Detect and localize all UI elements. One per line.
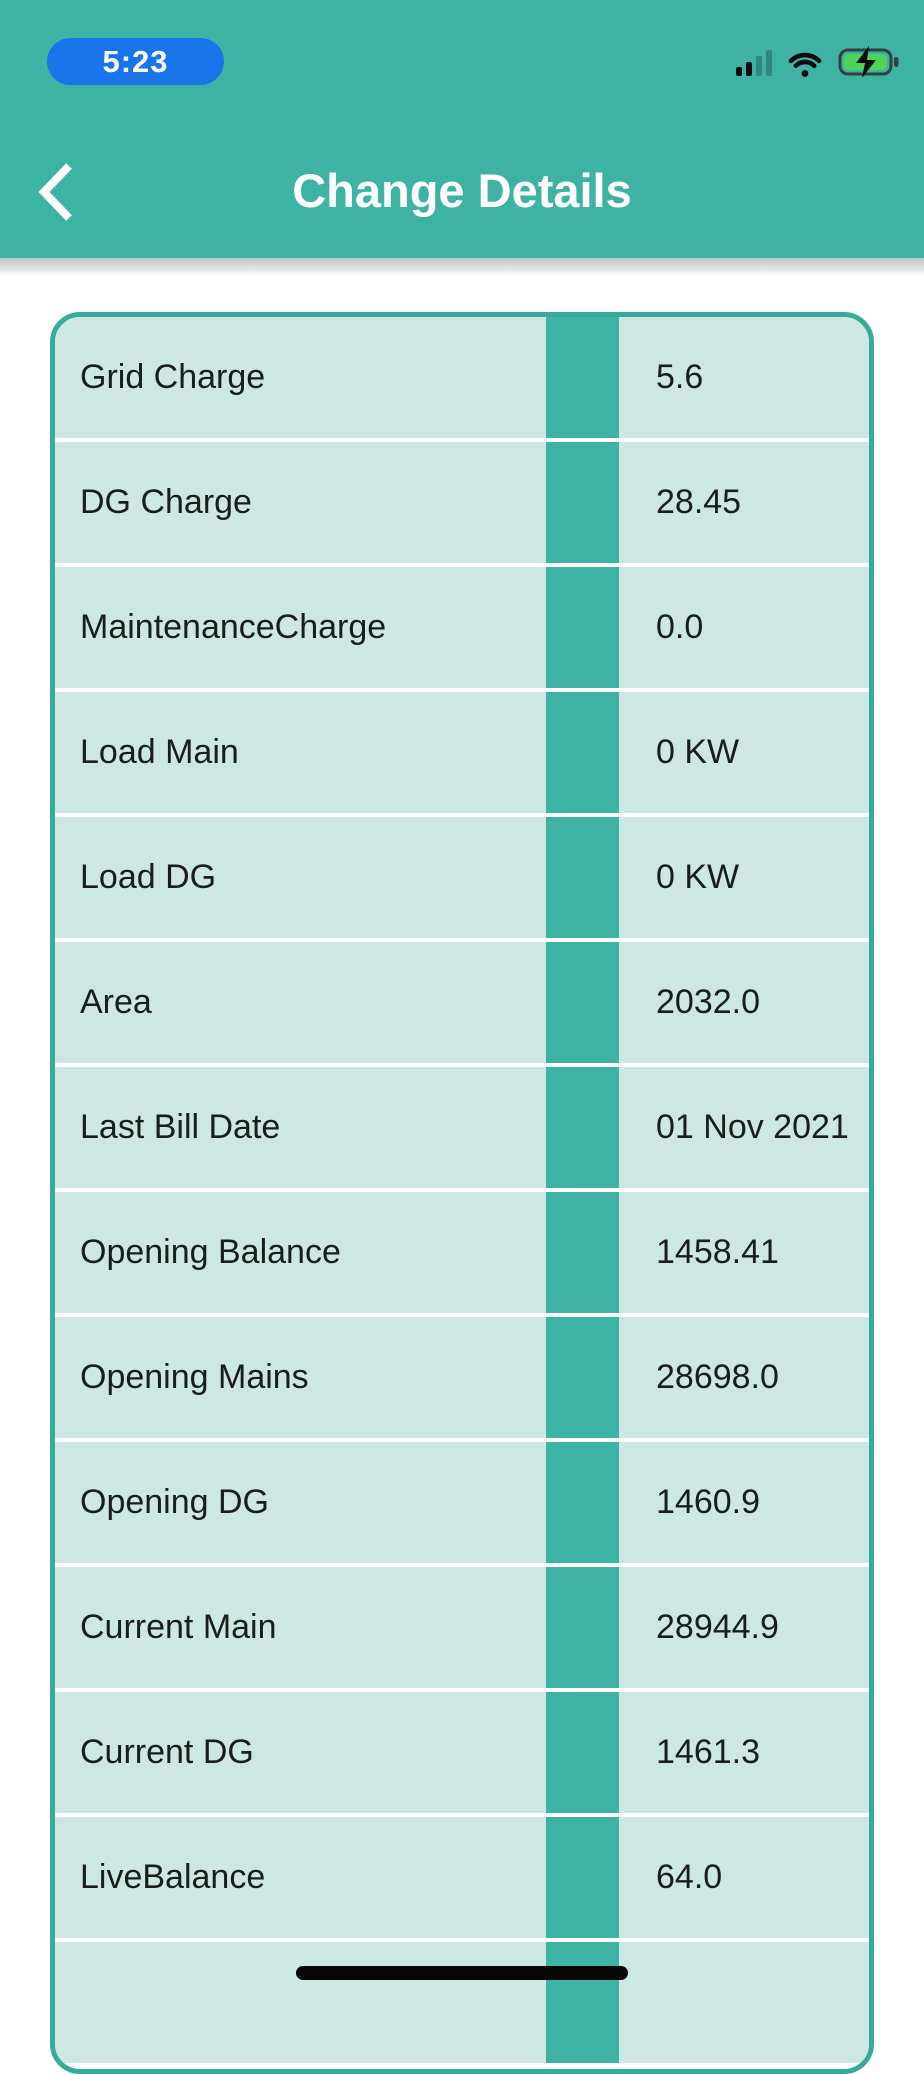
row-strip [546, 1942, 619, 2063]
battery-charging-icon [838, 46, 900, 78]
details-list[interactable]: Grid Charge 5.6 DG Charge 28.45 Maintena… [50, 312, 874, 2074]
row-label [55, 1942, 546, 2063]
table-row: Current DG 1461.3 [55, 1692, 869, 1813]
row-label: Opening Balance [55, 1192, 546, 1313]
row-strip [546, 1317, 619, 1438]
wifi-icon [785, 48, 825, 78]
status-icons [736, 44, 900, 78]
row-value: 0 KW [619, 817, 869, 938]
back-button[interactable] [18, 148, 94, 238]
app-header: 5:23 Change Details [0, 0, 924, 258]
table-row: LiveBalance 64.0 [55, 1817, 869, 1938]
row-label: MaintenanceCharge [55, 567, 546, 688]
table-row: Current Main 28944.9 [55, 1567, 869, 1688]
chevron-left-icon [37, 161, 75, 226]
row-strip [546, 817, 619, 938]
table-row: Opening Balance 1458.41 [55, 1192, 869, 1313]
table-row: Area 2032.0 [55, 942, 869, 1063]
row-value: 01 Nov 2021 [619, 1067, 869, 1188]
row-value: 1458.41 [619, 1192, 869, 1313]
row-strip [546, 317, 619, 438]
row-value: 0 KW [619, 692, 869, 813]
row-value: 64.0 [619, 1817, 869, 1938]
cellular-signal-icon [736, 48, 772, 78]
row-strip [546, 1817, 619, 1938]
row-label: Load DG [55, 817, 546, 938]
table-row: DG Charge 28.45 [55, 442, 869, 563]
row-value [619, 1942, 869, 2063]
table-row: Opening Mains 28698.0 [55, 1317, 869, 1438]
row-strip [546, 1442, 619, 1563]
table-row: Opening DG 1460.9 [55, 1442, 869, 1563]
row-strip [546, 692, 619, 813]
table-row: Load DG 0 KW [55, 817, 869, 938]
row-strip [546, 1067, 619, 1188]
table-row: Load Main 0 KW [55, 692, 869, 813]
row-value: 28.45 [619, 442, 869, 563]
row-label: DG Charge [55, 442, 546, 563]
row-strip [546, 567, 619, 688]
row-label: Grid Charge [55, 317, 546, 438]
row-label: Current DG [55, 1692, 546, 1813]
table-row: Last Bill Date 01 Nov 2021 [55, 1067, 869, 1188]
row-label: Opening Mains [55, 1317, 546, 1438]
row-value: 28698.0 [619, 1317, 869, 1438]
table-row-clipped [55, 1942, 869, 2063]
row-label: Area [55, 942, 546, 1063]
status-time-pill[interactable]: 5:23 [47, 38, 224, 85]
row-value: 1461.3 [619, 1692, 869, 1813]
table-row: Grid Charge 5.6 [55, 317, 869, 438]
row-label: Opening DG [55, 1442, 546, 1563]
row-value: 2032.0 [619, 942, 869, 1063]
page-title: Change Details [292, 164, 632, 217]
row-strip [546, 1567, 619, 1688]
home-indicator[interactable] [296, 1966, 628, 1980]
row-label: Current Main [55, 1567, 546, 1688]
row-strip [546, 942, 619, 1063]
row-value: 0.0 [619, 567, 869, 688]
row-strip [546, 1192, 619, 1313]
row-value: 5.6 [619, 317, 869, 438]
table-row: MaintenanceCharge 0.0 [55, 567, 869, 688]
status-time: 5:23 [102, 43, 169, 79]
row-strip [546, 442, 619, 563]
row-value: 28944.9 [619, 1567, 869, 1688]
header-shadow [0, 258, 924, 276]
row-label: LiveBalance [55, 1817, 546, 1938]
row-value: 1460.9 [619, 1442, 869, 1563]
row-strip [546, 1692, 619, 1813]
row-label: Last Bill Date [55, 1067, 546, 1188]
row-label: Load Main [55, 692, 546, 813]
